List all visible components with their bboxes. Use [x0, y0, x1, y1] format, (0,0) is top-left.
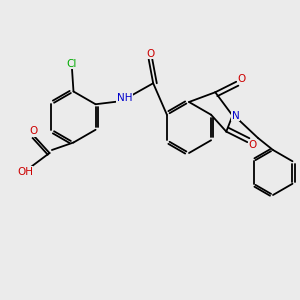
Text: O: O — [249, 140, 257, 150]
Text: Cl: Cl — [67, 58, 77, 69]
Text: O: O — [29, 126, 37, 136]
Text: O: O — [146, 49, 154, 59]
Text: NH: NH — [117, 93, 132, 103]
Text: N: N — [232, 110, 239, 121]
Text: O: O — [238, 74, 246, 84]
Text: OH: OH — [17, 167, 33, 177]
